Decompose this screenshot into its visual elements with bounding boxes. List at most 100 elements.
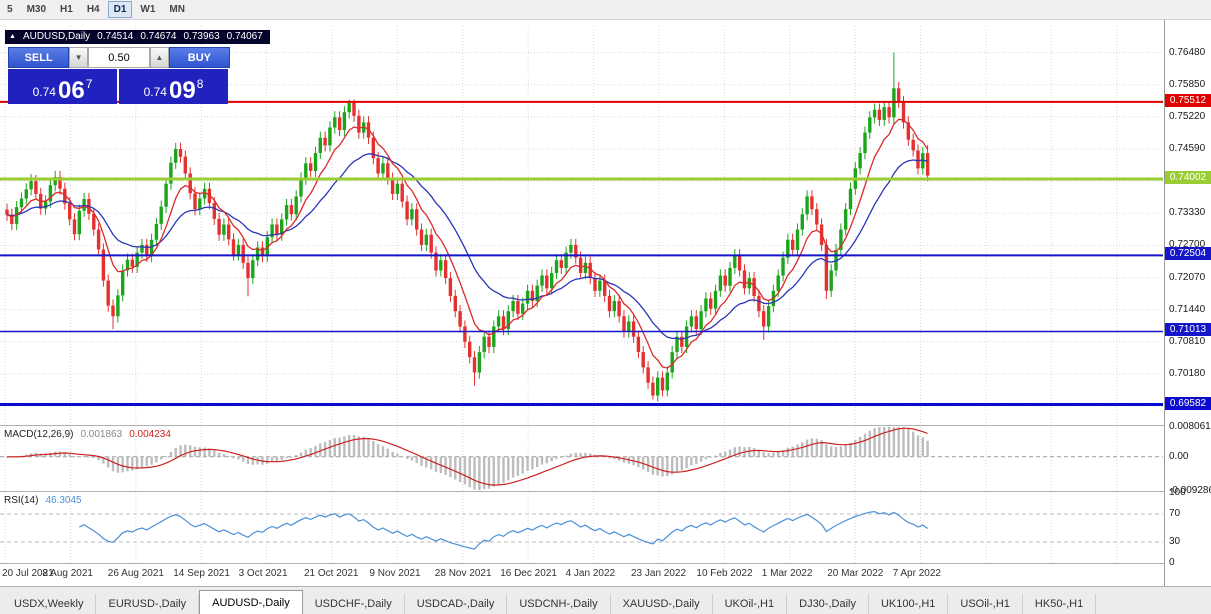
timeframe-button-d1[interactable]: D1 [107,1,133,18]
quote-open: 0.74514 [97,31,134,42]
rsi-line [79,510,928,550]
date-axis-label: 20 Mar 2022 [827,568,884,579]
price-tag-0.74002[interactable]: 0.74002 [1165,170,1211,184]
candlestick-series [5,52,930,402]
chart-tab-hk50-h1[interactable]: HK50-,H1 [1022,594,1097,614]
panel-separator [0,563,1211,564]
slow-ma-line[interactable] [6,153,928,340]
price-axis-label: 0.70810 [1169,335,1206,347]
date-axis-label: 20 Jul 2021 [2,568,54,579]
chart-tab-dj30-daily[interactable]: DJ30-,Daily [787,594,869,614]
price-tag-0.72504[interactable]: 0.72504 [1165,247,1211,261]
chart-tab-usdcnh-daily[interactable]: USDCNH-,Daily [507,594,611,614]
date-axis-label: 3 Oct 2021 [238,568,288,579]
price-tag-0.75512[interactable]: 0.75512 [1165,93,1211,107]
date-axis-label: 16 Dec 2021 [500,568,557,579]
price-axis-label: 0.72700 [1169,239,1206,251]
buy-button[interactable]: BUY [168,47,230,68]
date-axis-label: 8 Aug 2021 [42,568,93,579]
chart-tab-usoil-h1[interactable]: USOil-,H1 [948,594,1023,614]
chart-tab-usdcad-daily[interactable]: USDCAD-,Daily [404,594,508,614]
spin-down-icon: ▼ [74,53,83,62]
date-axis-label: 9 Nov 2021 [369,568,421,579]
price-axis-label: 0.75220 [1169,110,1206,122]
chart-tab-audusd-daily[interactable]: AUDUSD-,Daily [199,590,303,614]
macd-axis-label: 0.00 [1169,450,1189,462]
chart-window[interactable]: 20 Jul 2021 8 Aug 2021 26 Aug 2021 14 Sep 2… [0,20,1211,586]
up-triangle-icon: ▲ [9,33,16,40]
price-axis-label: 0.72070 [1169,271,1206,283]
quote-strip: ▲ AUDUSD,Daily 0.74514 0.74674 0.73963 0… [5,30,270,44]
sell-button[interactable]: SELL [8,47,70,68]
sell-price-button[interactable]: 0.74 06 7 [8,69,117,104]
fast-ma-line[interactable] [6,118,929,369]
rsi-axis-label: 100 [1169,487,1186,498]
chart-tab-xauusd-daily[interactable]: XAUUSD-,Daily [610,594,713,614]
price-tag-0.69582[interactable]: 0.69582 [1165,396,1211,410]
timeframe-button-m30[interactable]: M30 [26,4,47,15]
rsi-panel[interactable] [0,493,1163,563]
lot-decrease-button[interactable]: ▼ [69,47,88,68]
date-axis-label: 28 Nov 2021 [434,568,492,579]
price-tag-0.71013[interactable]: 0.71013 [1165,323,1211,337]
timeframe-button-5[interactable]: 5 [7,4,13,15]
macd-axis-label: -0.009286 [1169,485,1211,496]
lot-size-input[interactable] [88,47,150,68]
date-axis-label: 23 Jan 2022 [631,568,687,579]
main-price-chart[interactable] [0,26,1163,424]
sell-price-pip: 7 [85,77,93,91]
time-axis[interactable]: 20 Jul 2021 8 Aug 2021 26 Aug 2021 14 Sep 2… [0,564,1163,586]
quote-low: 0.73963 [183,31,220,42]
panel-separator[interactable] [0,425,1211,426]
macd-axis-label: 0.008061 [1169,421,1211,432]
macd-panel[interactable] [0,427,1163,491]
chart-tab-uk100-h1[interactable]: UK100-,H1 [868,594,949,614]
rsi-name: RSI(14) [4,495,39,506]
rsi-value: 46.3045 [45,495,82,506]
quote-high: 0.74674 [140,31,177,42]
price-axis-label: 0.74590 [1169,142,1206,154]
sell-price-big: 06 [57,77,85,104]
macd-signal-value: 0.004234 [129,429,171,440]
macd-indicator-label: MACD(12,26,9) 0.001863 0.004234 [4,429,171,440]
macd-signal-line [6,427,928,486]
quote-close: 0.74067 [226,31,263,42]
buy-price-pip: 8 [196,77,204,91]
date-axis-label: 26 Aug 2021 [107,568,164,579]
timeframe-button-h1[interactable]: H1 [60,4,73,15]
rsi-indicator-label: RSI(14) 46.3045 [4,495,82,506]
date-axis-label: 14 Sep 2021 [173,568,230,579]
macd-main-value: 0.001863 [80,429,123,440]
chart-tab-usdx-weekly[interactable]: USDX,Weekly [2,594,97,614]
chart-tab-usdchf-daily[interactable]: USDCHF-,Daily [302,594,405,614]
timeframe-button-w1[interactable]: W1 [140,4,156,15]
lot-increase-button[interactable]: ▲ [150,47,169,68]
rsi-axis-label: 70 [1169,508,1181,519]
spin-up-icon: ▲ [155,53,164,62]
timeframe-toolbar: 5 M30 H1 H4 D1 W1 MN [0,0,1211,20]
buy-price-button[interactable]: 0.74 09 8 [119,69,228,104]
panel-separator[interactable] [0,491,1211,492]
sell-price-prefix: 0.74 [32,85,56,99]
price-axis-label: 0.73330 [1169,207,1206,219]
date-axis-label: 21 Oct 2021 [304,568,359,579]
price-axis-label: 0.76480 [1169,46,1206,58]
date-axis-label: 7 Apr 2022 [892,568,941,579]
quote-symbol: AUDUSD,Daily [22,31,91,42]
chart-tabs-bar: USDX,Weekly EURUSD-,Daily AUDUSD-,Daily USD… [0,586,1211,614]
chart-tab-ukoil-h1[interactable]: UKOil-,H1 [712,594,788,614]
rsi-axis-label: 0 [1169,557,1175,568]
rsi-axis-label: 30 [1169,536,1181,547]
date-axis-label: 1 Mar 2022 [761,568,813,579]
date-axis-label: 10 Feb 2022 [696,568,753,579]
timeframe-button-mn[interactable]: MN [169,4,185,15]
price-axis[interactable]: 0.75512 0.74002 0.72504 0.71013 0.69582 0.764… [1164,20,1211,586]
price-axis-label: 0.75850 [1169,78,1206,90]
price-axis-label: 0.71440 [1169,303,1206,315]
chart-tab-eurusd-daily[interactable]: EURUSD-,Daily [96,594,200,614]
timeframe-button-h4[interactable]: H4 [86,4,100,15]
macd-name: MACD(12,26,9) [4,429,74,440]
price-axis-label: 0.70180 [1169,367,1206,379]
